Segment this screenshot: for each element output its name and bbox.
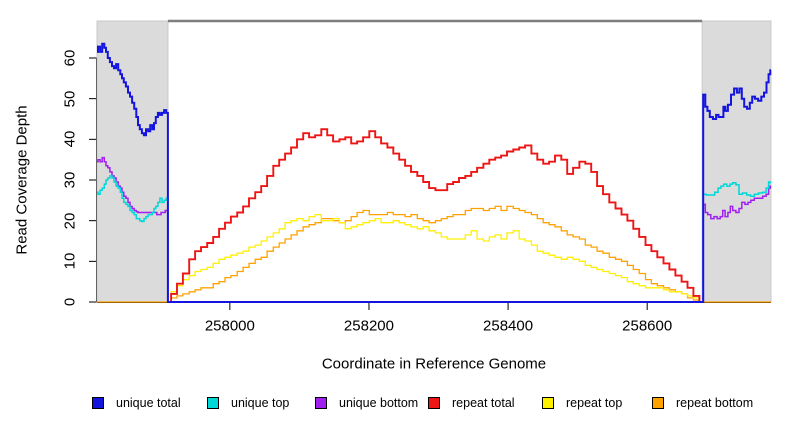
series-unique-top-line	[97, 175, 772, 303]
y-tick-label: 20	[61, 212, 79, 229]
legend-item-repeat-bottom: repeat bottom	[652, 396, 753, 410]
legend-item-repeat-total: repeat total	[428, 396, 515, 410]
legend-swatch-icon	[652, 397, 664, 409]
legend-swatch-icon	[92, 397, 104, 409]
y-tick-label: 40	[61, 130, 79, 148]
legend-item-unique-top: unique top	[207, 396, 289, 410]
legend-item-unique-bottom: unique bottom	[315, 396, 418, 410]
legend: unique total unique top unique bottom repea…	[0, 396, 792, 412]
x-tick-label: 258000	[204, 317, 255, 335]
legend-item-repeat-top: repeat top	[542, 396, 622, 410]
legend-label: unique top	[231, 396, 290, 410]
legend-label: repeat top	[566, 396, 623, 410]
y-tick-label: 30	[61, 171, 79, 189]
legend-swatch-icon	[542, 397, 554, 409]
series-unique-total-line	[97, 42, 772, 303]
legend-label: unique total	[116, 396, 181, 410]
unique-region-right	[701, 20, 772, 303]
legend-swatch-icon	[315, 397, 327, 409]
series-repeat-total-line	[167, 128, 703, 303]
y-tick-label: 10	[61, 252, 79, 270]
x-tick-label: 258400	[483, 317, 534, 335]
legend-label: unique bottom	[339, 396, 419, 410]
series-unique-bottom-line	[97, 156, 772, 303]
y-axis-title: Read Coverage Depth	[13, 105, 31, 255]
y-tick-label: 0	[61, 297, 79, 307]
legend-item-unique-total: unique total	[92, 396, 181, 410]
x-tick-label: 258200	[343, 317, 394, 335]
legend-label: repeat bottom	[676, 396, 754, 410]
legend-swatch-icon	[207, 397, 219, 409]
legend-label: repeat total	[452, 396, 515, 410]
series-repeat-bottom-line	[97, 205, 771, 303]
y-tick-label: 60	[61, 49, 79, 67]
x-tick-label: 258600	[622, 317, 673, 335]
series-repeat-top-line	[167, 213, 703, 303]
unique-region-left	[96, 20, 169, 303]
y-tick-label: 50	[61, 90, 79, 107]
x-axis-title: Coordinate in Reference Genome	[321, 355, 547, 373]
legend-swatch-icon	[428, 397, 440, 409]
